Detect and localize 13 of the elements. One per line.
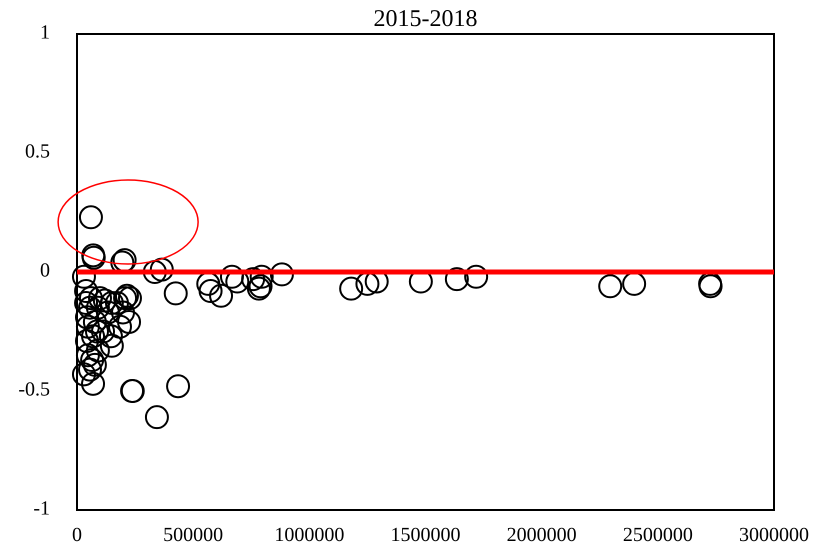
y-tick-label: 0	[40, 260, 50, 282]
x-tick-label: 0	[72, 524, 82, 546]
x-tick-label: 2000000	[506, 524, 577, 546]
x-tick-label: 1500000	[390, 524, 460, 546]
x-tick-label: 500000	[163, 524, 224, 546]
y-tick-label: 0.5	[25, 140, 50, 163]
y-tick-label: -1	[33, 498, 50, 520]
chart-title: 2015-2018	[374, 6, 478, 32]
y-tick-label: 1	[40, 22, 50, 44]
x-tick-label: 3000000	[739, 524, 809, 546]
x-tick-label: 2500000	[622, 524, 693, 546]
y-tick-label: -0.5	[18, 378, 50, 401]
x-tick-label: 1000000	[274, 524, 344, 546]
